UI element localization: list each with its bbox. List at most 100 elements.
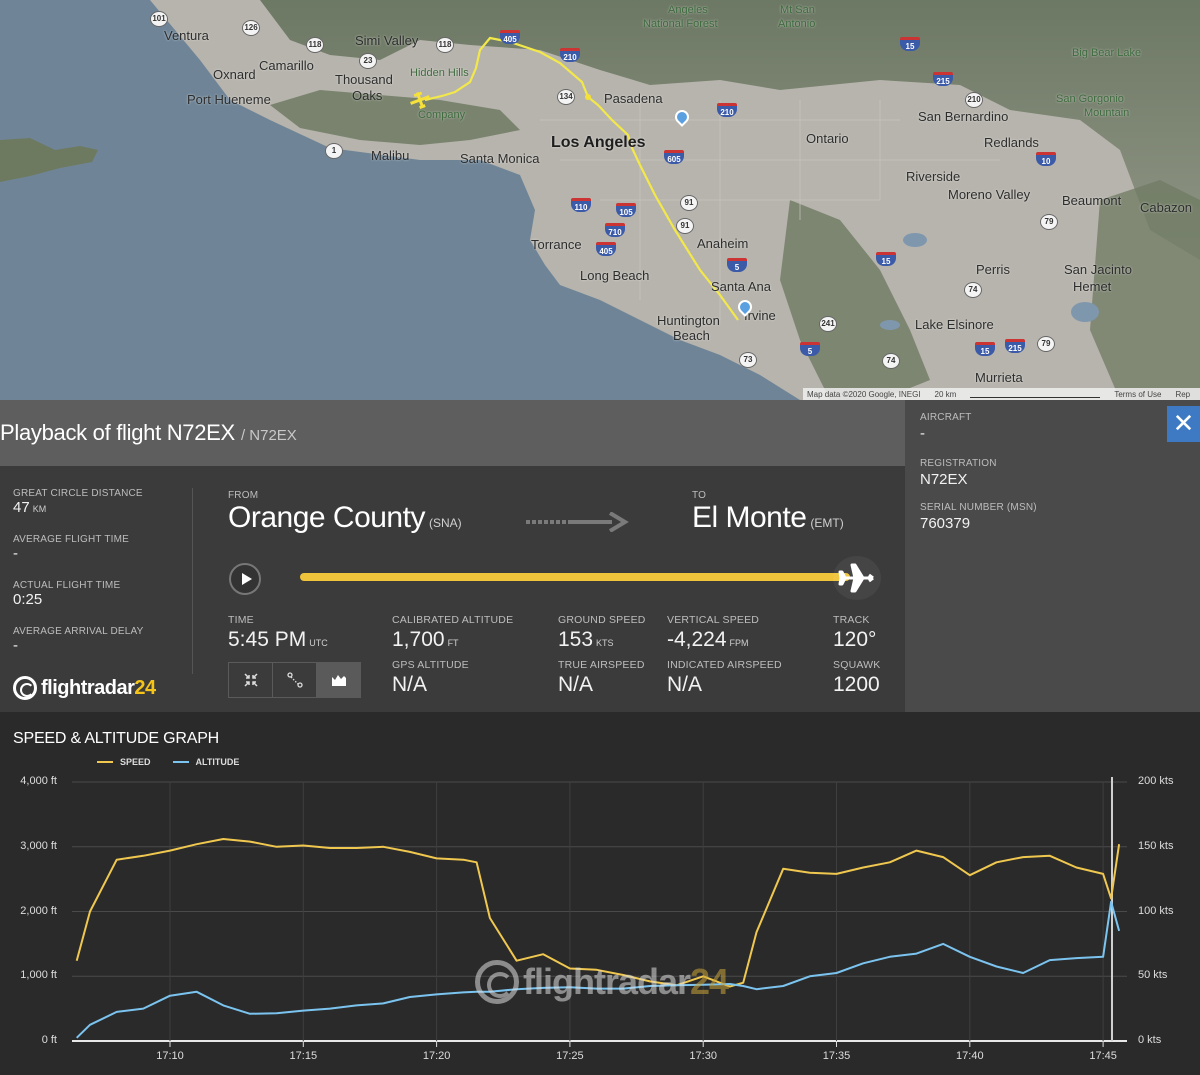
y-axis-left-tick: 2,000 ft bbox=[20, 904, 57, 917]
map-place-label: Hidden Hills bbox=[410, 67, 469, 79]
fullscreen-button[interactable] bbox=[229, 663, 273, 697]
map-city-label: Cabazon bbox=[1140, 200, 1193, 215]
logo-text: flightradar bbox=[41, 676, 135, 699]
playback-slider[interactable] bbox=[300, 573, 850, 581]
route-arrow-icon bbox=[526, 512, 629, 532]
divider bbox=[192, 488, 193, 674]
stat-average-arrival-delay: Average arrival delay - bbox=[13, 626, 188, 672]
metric-value: 1,700 ft bbox=[392, 628, 459, 651]
report-link[interactable]: Rep bbox=[1175, 389, 1191, 399]
time-label: TIME bbox=[228, 614, 254, 626]
page-subtitle: / N72EX bbox=[240, 426, 297, 444]
metric-label: Calibrated altitude bbox=[392, 614, 514, 626]
aircraft-registration: Registration N72EX bbox=[920, 458, 997, 488]
highway-shield-icon: 10 bbox=[1036, 152, 1056, 166]
terms-of-use-link[interactable]: Terms of Use bbox=[1114, 389, 1162, 399]
map-city-label: Santa Ana bbox=[711, 279, 771, 294]
y-axis-left-tick: 3,000 ft bbox=[20, 839, 57, 852]
origin-city[interactable]: Orange County bbox=[228, 501, 425, 534]
x-axis-tick: 17:30 bbox=[689, 1050, 717, 1062]
graph-view-button[interactable] bbox=[317, 663, 360, 697]
map-city-label: Los Angeles bbox=[551, 134, 646, 151]
metric-gps-altitude: GPS altitude N/A bbox=[392, 659, 469, 697]
highway-shield-icon: 91 bbox=[676, 218, 694, 234]
map-city-label: Malibu bbox=[371, 148, 410, 163]
metric-label: Vertical speed bbox=[667, 614, 760, 626]
destination-city[interactable]: El Monte bbox=[692, 501, 807, 534]
close-button[interactable]: ✕ bbox=[1167, 406, 1200, 442]
metric-value: N/A bbox=[392, 673, 428, 696]
x-axis-tick: 17:10 bbox=[156, 1050, 184, 1062]
map-city-label: Murrieta bbox=[975, 370, 1023, 385]
slider-handle[interactable] bbox=[833, 556, 881, 600]
highway-shield-icon: 5 bbox=[727, 258, 747, 272]
map-city-label: Huntington bbox=[657, 313, 720, 328]
stat-unit: km bbox=[32, 504, 47, 514]
map-city-label: San Jacinto bbox=[1064, 262, 1132, 277]
map-city-label: Moreno Valley bbox=[948, 187, 1031, 202]
from-label: FROM bbox=[228, 490, 259, 501]
metric-value: -4,224 fpm bbox=[667, 628, 749, 651]
highway-shield-icon: 210 bbox=[965, 92, 983, 108]
destination: TO El Monte (EMT) bbox=[692, 490, 844, 535]
y-axis-left-tick: 0 ft bbox=[41, 1034, 57, 1046]
area-chart-icon bbox=[331, 675, 346, 686]
map-city-label: Perris bbox=[976, 262, 1010, 277]
map-city-label: Camarillo bbox=[259, 58, 314, 73]
metric-value: 120° bbox=[833, 628, 877, 651]
map-terrain bbox=[0, 0, 1200, 400]
legend-speed[interactable]: SPEED bbox=[97, 757, 151, 767]
x-axis-tick: 17:45 bbox=[1089, 1050, 1117, 1062]
playback-header: Playback of flight N72EX / N72EX bbox=[0, 400, 905, 466]
y-axis-right-tick: 100 kts bbox=[1138, 904, 1174, 917]
map-city-label: Irvine bbox=[744, 308, 776, 323]
highway-shield-icon: 110 bbox=[571, 198, 591, 212]
legend-altitude[interactable]: ALTITUDE bbox=[172, 757, 239, 767]
highway-shield-icon: 118 bbox=[436, 37, 454, 53]
highway-shield-icon: 5 bbox=[800, 342, 820, 356]
airplane-icon bbox=[838, 563, 874, 593]
flightradar24-watermark: flightradar24 bbox=[475, 960, 729, 1004]
map-view[interactable]: Ventura Simi Valley Oxnard Camarillo Thousan… bbox=[0, 0, 1200, 400]
map-city-label: Redlands bbox=[984, 135, 1039, 150]
map-data-credit: Map data ©2020 Google, INEGI bbox=[807, 389, 921, 399]
time-value: 5:45 PM bbox=[228, 628, 307, 651]
flightradar24-logo[interactable]: flightradar24 bbox=[13, 676, 156, 700]
flight-track bbox=[424, 36, 739, 321]
map-city-label: Oxnard bbox=[213, 67, 256, 82]
y-axis-right-tick: 0 kts bbox=[1138, 1034, 1162, 1046]
map-city-label: Thousand bbox=[335, 72, 393, 87]
serial-number-label: Serial number (MSN) bbox=[920, 502, 1037, 513]
x-axis-tick: 17:25 bbox=[556, 1050, 584, 1062]
graph-legend: SPEED ALTITUDE bbox=[97, 757, 239, 767]
highway-shield-icon: 91 bbox=[680, 195, 698, 211]
metric-calibrated-altitude: Calibrated altitude 1,700 ft bbox=[392, 614, 513, 652]
map-attribution: Map data ©2020 Google, INEGI 20 km Terms… bbox=[803, 388, 1200, 400]
play-button[interactable] bbox=[229, 563, 261, 595]
flight-stats: Great circle distance 47 km Average fligh… bbox=[13, 488, 188, 672]
highway-shield-icon: 710 bbox=[605, 223, 625, 237]
highway-shield-icon: 74 bbox=[964, 282, 982, 298]
map-city-label: San Bernardino bbox=[918, 109, 1009, 124]
aircraft-type-value: - bbox=[920, 425, 925, 442]
y-axis-right-tick: 150 kts bbox=[1138, 839, 1174, 852]
highway-shield-icon: 15 bbox=[975, 342, 995, 356]
highway-shield-icon: 15 bbox=[876, 252, 896, 266]
y-axis-left-tick: 4,000 ft bbox=[20, 775, 57, 787]
highway-shield-icon: 405 bbox=[500, 30, 520, 44]
metric-label: Indicated airspeed bbox=[667, 659, 782, 671]
route-view-button[interactable] bbox=[273, 663, 317, 697]
highway-shield-icon: 79 bbox=[1040, 214, 1058, 230]
y-axis-left-tick: 1,000 ft bbox=[20, 969, 57, 982]
chart-plot-area[interactable] bbox=[0, 712, 1200, 1075]
x-axis-tick: 17:15 bbox=[289, 1050, 318, 1062]
map-city-label: Long Beach bbox=[580, 268, 650, 283]
close-icon: ✕ bbox=[1172, 408, 1195, 438]
metric-true-airspeed: True airspeed N/A bbox=[558, 659, 645, 697]
map-place-label: Company bbox=[418, 109, 466, 121]
map-city-label: Beach bbox=[673, 328, 710, 343]
map-city-label: Simi Valley bbox=[355, 33, 419, 48]
radar-logo-icon bbox=[475, 960, 519, 1004]
map-place-label: Mt San bbox=[780, 4, 815, 16]
metric-time: TIME 5:45 PM UTC bbox=[228, 614, 328, 652]
